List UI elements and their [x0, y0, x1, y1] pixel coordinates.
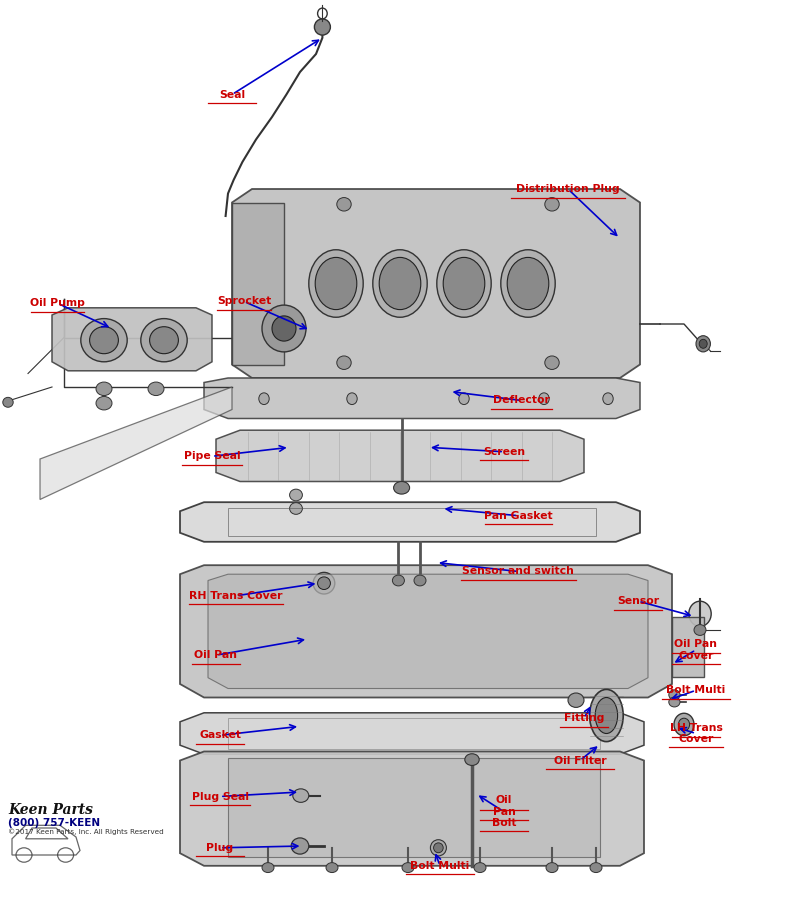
- Ellipse shape: [674, 713, 694, 736]
- Polygon shape: [52, 308, 212, 371]
- Text: ©2017 Keen Parts, Inc. All Rights Reserved: ©2017 Keen Parts, Inc. All Rights Reserv…: [8, 829, 164, 835]
- Text: RH Trans Cover: RH Trans Cover: [190, 590, 282, 601]
- Text: Sprocket: Sprocket: [217, 296, 271, 307]
- Ellipse shape: [326, 862, 338, 873]
- Ellipse shape: [373, 249, 427, 318]
- Text: Distribution Plug: Distribution Plug: [516, 184, 620, 194]
- Ellipse shape: [507, 257, 549, 310]
- Polygon shape: [40, 387, 232, 500]
- Ellipse shape: [459, 392, 469, 404]
- Ellipse shape: [272, 316, 296, 341]
- Ellipse shape: [443, 257, 485, 310]
- Ellipse shape: [545, 356, 559, 370]
- Ellipse shape: [595, 698, 618, 733]
- Text: Deflector: Deflector: [493, 395, 550, 406]
- Text: Seal: Seal: [219, 89, 245, 100]
- Text: Sensor: Sensor: [618, 596, 659, 607]
- Ellipse shape: [465, 754, 479, 765]
- Text: Oil Pan
Cover: Oil Pan Cover: [674, 639, 718, 661]
- Polygon shape: [232, 189, 640, 378]
- Ellipse shape: [96, 396, 112, 410]
- Ellipse shape: [414, 575, 426, 586]
- Ellipse shape: [309, 249, 363, 318]
- Ellipse shape: [96, 382, 112, 396]
- Polygon shape: [180, 713, 644, 754]
- Text: Keen Parts: Keen Parts: [8, 803, 93, 816]
- Polygon shape: [216, 430, 584, 482]
- Ellipse shape: [474, 862, 486, 873]
- Ellipse shape: [290, 502, 302, 515]
- Ellipse shape: [148, 382, 164, 396]
- Text: Sensor and switch: Sensor and switch: [462, 566, 574, 577]
- Ellipse shape: [337, 356, 351, 370]
- Ellipse shape: [434, 842, 443, 853]
- Ellipse shape: [90, 327, 118, 354]
- Ellipse shape: [501, 249, 555, 318]
- Text: Screen: Screen: [483, 446, 525, 457]
- Polygon shape: [672, 616, 704, 677]
- Ellipse shape: [402, 862, 414, 873]
- Ellipse shape: [141, 319, 187, 362]
- Ellipse shape: [689, 601, 711, 626]
- Ellipse shape: [545, 197, 559, 211]
- Ellipse shape: [314, 572, 335, 594]
- Ellipse shape: [258, 392, 269, 404]
- Ellipse shape: [678, 718, 690, 731]
- Text: LH Trans
Cover: LH Trans Cover: [670, 723, 722, 744]
- Text: Oil
Pan
Bolt: Oil Pan Bolt: [492, 796, 516, 828]
- Text: (800) 757-KEEN: (800) 757-KEEN: [8, 818, 100, 828]
- Ellipse shape: [293, 788, 309, 803]
- Text: Bolt Multi: Bolt Multi: [410, 860, 470, 871]
- Text: Oil Pump: Oil Pump: [30, 298, 85, 309]
- Text: Plug Seal: Plug Seal: [191, 791, 249, 802]
- Ellipse shape: [539, 392, 550, 404]
- Ellipse shape: [430, 840, 446, 856]
- Text: Plug: Plug: [206, 842, 234, 853]
- Text: Oil Pan: Oil Pan: [194, 650, 238, 661]
- Ellipse shape: [669, 689, 680, 700]
- Polygon shape: [180, 565, 672, 698]
- Text: Oil Filter: Oil Filter: [554, 755, 606, 766]
- Polygon shape: [180, 502, 640, 542]
- Ellipse shape: [394, 482, 410, 494]
- Ellipse shape: [262, 862, 274, 873]
- Ellipse shape: [291, 838, 309, 854]
- Ellipse shape: [337, 197, 351, 211]
- Ellipse shape: [568, 693, 584, 707]
- Ellipse shape: [699, 339, 707, 348]
- Text: Gasket: Gasket: [199, 730, 241, 741]
- Text: Pipe Seal: Pipe Seal: [184, 451, 240, 462]
- Ellipse shape: [290, 490, 302, 500]
- Ellipse shape: [696, 336, 710, 352]
- Ellipse shape: [546, 862, 558, 873]
- Polygon shape: [204, 378, 640, 419]
- Ellipse shape: [314, 19, 330, 35]
- Ellipse shape: [590, 862, 602, 873]
- Ellipse shape: [150, 327, 178, 354]
- Ellipse shape: [669, 697, 680, 707]
- Text: Fitting: Fitting: [564, 713, 604, 724]
- Ellipse shape: [590, 689, 623, 742]
- Ellipse shape: [437, 249, 491, 318]
- Polygon shape: [228, 758, 600, 857]
- Polygon shape: [180, 752, 644, 866]
- Ellipse shape: [318, 577, 330, 590]
- Ellipse shape: [603, 392, 614, 404]
- Polygon shape: [232, 202, 284, 364]
- Text: Bolt Multi: Bolt Multi: [666, 685, 726, 696]
- Ellipse shape: [315, 257, 357, 310]
- Ellipse shape: [2, 398, 13, 407]
- Ellipse shape: [346, 392, 357, 404]
- Polygon shape: [208, 574, 648, 688]
- Ellipse shape: [262, 305, 306, 352]
- Ellipse shape: [392, 575, 404, 586]
- Ellipse shape: [81, 319, 127, 362]
- Text: Pan Gasket: Pan Gasket: [484, 510, 553, 521]
- Ellipse shape: [379, 257, 421, 310]
- Ellipse shape: [694, 625, 706, 635]
